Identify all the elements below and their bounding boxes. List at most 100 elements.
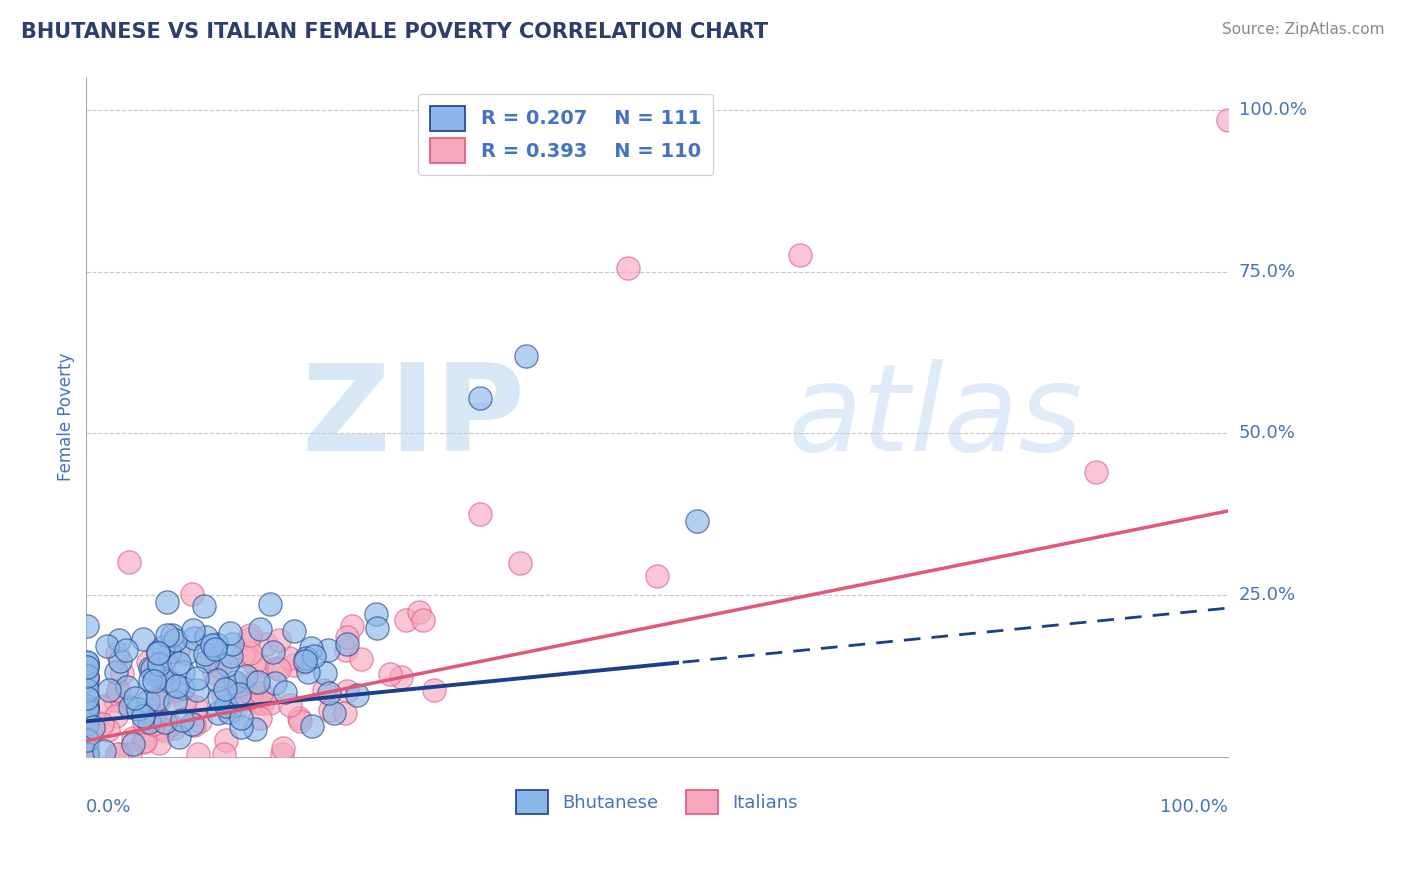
Point <box>180 587 202 601</box>
Point <box>149 670 172 684</box>
Point <box>104 693 127 707</box>
Point <box>219 626 242 640</box>
Point <box>159 717 181 731</box>
Point <box>96 639 118 653</box>
Point <box>226 678 249 692</box>
Point <box>76 747 98 761</box>
Point <box>232 648 254 663</box>
Point <box>283 624 305 638</box>
Point <box>314 666 336 681</box>
Point <box>149 691 172 706</box>
Point <box>408 605 430 619</box>
Point <box>76 717 98 731</box>
Point <box>122 731 145 746</box>
Point <box>139 673 162 688</box>
Point <box>142 717 165 731</box>
Point <box>221 637 243 651</box>
Point <box>153 715 176 730</box>
Point <box>238 632 260 646</box>
Point <box>165 695 187 709</box>
Text: 0.0%: 0.0% <box>86 797 132 815</box>
Point <box>98 683 121 698</box>
Point <box>82 720 104 734</box>
Point <box>160 628 183 642</box>
Point <box>152 656 174 670</box>
Point <box>302 649 325 664</box>
Point <box>290 714 312 728</box>
Point <box>76 670 98 684</box>
Point <box>318 686 340 700</box>
Point <box>172 665 194 679</box>
Point <box>107 683 129 698</box>
Point <box>114 643 136 657</box>
Point <box>250 686 273 700</box>
Point <box>249 622 271 636</box>
Point <box>105 709 128 723</box>
Point <box>292 655 315 669</box>
Point <box>193 599 215 614</box>
Point <box>115 680 138 694</box>
Point <box>146 646 169 660</box>
Point <box>111 666 134 681</box>
Point <box>143 667 166 681</box>
Point <box>259 696 281 710</box>
Point <box>224 701 246 715</box>
Point <box>267 632 290 647</box>
Point <box>108 633 131 648</box>
Point <box>318 703 340 717</box>
Point <box>76 709 98 723</box>
Point <box>283 657 305 672</box>
Point <box>83 714 105 728</box>
Point <box>294 654 316 668</box>
Point <box>108 654 131 668</box>
Point <box>789 248 811 262</box>
Point <box>146 645 169 659</box>
Point <box>249 710 271 724</box>
Point <box>148 657 170 672</box>
Point <box>201 638 224 652</box>
Point <box>172 681 194 695</box>
Point <box>153 723 176 737</box>
Point <box>132 735 155 749</box>
Point <box>76 673 98 688</box>
Point <box>76 655 98 669</box>
Point <box>105 646 128 660</box>
Point <box>76 733 98 747</box>
Point <box>127 702 149 716</box>
Point <box>297 665 319 679</box>
Text: 50.0%: 50.0% <box>1239 425 1295 442</box>
Point <box>205 673 228 688</box>
Point <box>155 595 177 609</box>
Point <box>155 676 177 690</box>
Text: 25.0%: 25.0% <box>1239 586 1296 604</box>
Point <box>208 690 231 705</box>
Point <box>509 556 531 570</box>
Point <box>209 660 232 674</box>
Point <box>262 645 284 659</box>
Point <box>166 679 188 693</box>
Point <box>141 662 163 676</box>
Point <box>167 643 190 657</box>
Point <box>202 665 225 680</box>
Point <box>139 661 162 675</box>
Point <box>105 747 128 761</box>
Point <box>335 642 357 657</box>
Point <box>364 607 387 622</box>
Point <box>336 630 359 644</box>
Point <box>259 598 281 612</box>
Point <box>118 555 141 569</box>
Point <box>212 747 235 761</box>
Point <box>174 646 197 660</box>
Point <box>271 747 294 761</box>
Point <box>515 349 537 363</box>
Point <box>143 674 166 689</box>
Point <box>155 679 177 693</box>
Point <box>301 641 323 656</box>
Point <box>136 655 159 669</box>
Point <box>219 649 242 664</box>
Point <box>333 706 356 720</box>
Point <box>76 698 98 713</box>
Point <box>229 719 252 733</box>
Point <box>412 613 434 627</box>
Point <box>245 693 267 707</box>
